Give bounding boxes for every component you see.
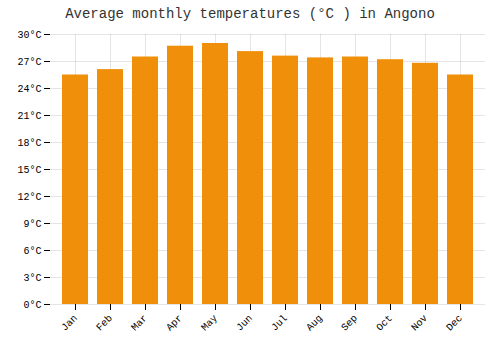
svg-text:Dec: Dec bbox=[444, 313, 465, 334]
svg-text:12°C: 12°C bbox=[17, 192, 41, 203]
svg-text:18°C: 18°C bbox=[17, 138, 41, 149]
svg-text:24°C: 24°C bbox=[17, 84, 41, 95]
svg-text:Aug: Aug bbox=[304, 313, 325, 334]
svg-text:May: May bbox=[199, 313, 220, 334]
svg-text:Jan: Jan bbox=[59, 313, 80, 334]
html-text:Average monthly temperatures (: Average monthly temperatures (°C ) in An… bbox=[65, 6, 435, 22]
svg-text:Jul: Jul bbox=[269, 313, 290, 334]
svg-text:0°C: 0°C bbox=[23, 300, 41, 311]
svg-text:30°C: 30°C bbox=[17, 30, 41, 41]
svg-text:Nov: Nov bbox=[409, 313, 430, 334]
svg-text:Jun: Jun bbox=[234, 313, 255, 334]
svg-text:Sep: Sep bbox=[339, 313, 360, 334]
svg-text:21°C: 21°C bbox=[17, 111, 41, 122]
svg-text:9°C: 9°C bbox=[23, 219, 41, 230]
svg-text:3°C: 3°C bbox=[23, 273, 41, 284]
svg-text:Feb: Feb bbox=[94, 313, 115, 334]
svg-text:27°C: 27°C bbox=[17, 57, 41, 68]
svg-text:15°C: 15°C bbox=[17, 165, 41, 176]
svg-text:Mar: Mar bbox=[129, 313, 150, 334]
svg-text:Apr: Apr bbox=[164, 313, 185, 334]
svg-text:6°C: 6°C bbox=[23, 246, 41, 257]
svg-text:Oct: Oct bbox=[374, 313, 395, 334]
